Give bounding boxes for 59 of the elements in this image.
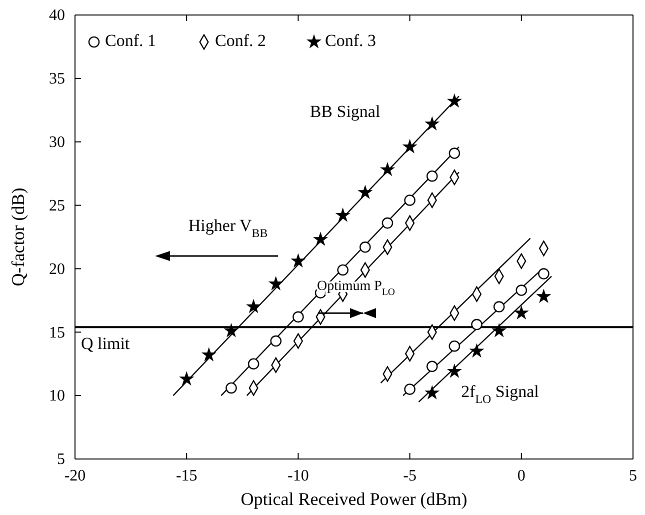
point bbox=[470, 344, 484, 357]
point bbox=[292, 311, 304, 323]
y-axis-title: Q-factor (dB) bbox=[8, 188, 28, 286]
point bbox=[270, 335, 282, 347]
point bbox=[426, 170, 438, 182]
x-tick-label: -10 bbox=[288, 467, 309, 484]
legend-label: Conf. 1 bbox=[105, 30, 156, 50]
legend-label: Conf. 3 bbox=[325, 30, 376, 50]
point bbox=[448, 94, 461, 107]
point bbox=[247, 300, 260, 312]
point bbox=[448, 364, 461, 377]
point bbox=[314, 232, 327, 245]
point bbox=[226, 382, 237, 394]
x-tick-label: 5 bbox=[629, 467, 637, 484]
x-tick-label: 0 bbox=[517, 467, 526, 484]
point bbox=[270, 277, 282, 290]
point bbox=[224, 324, 238, 336]
x-tick-label: -20 bbox=[64, 467, 86, 484]
point bbox=[404, 194, 416, 206]
annotation: BB Signal bbox=[310, 102, 380, 121]
point bbox=[404, 140, 416, 152]
point bbox=[426, 386, 438, 398]
point bbox=[448, 340, 460, 352]
point bbox=[381, 163, 394, 176]
point bbox=[382, 217, 394, 229]
legend-label: Conf. 2 bbox=[215, 30, 266, 50]
annotation: Higher V$_{BB}$ bbox=[188, 216, 268, 240]
point bbox=[358, 186, 372, 198]
point bbox=[492, 324, 506, 336]
point bbox=[538, 268, 550, 280]
point bbox=[493, 301, 505, 312]
point bbox=[404, 384, 416, 395]
point bbox=[337, 264, 348, 276]
point bbox=[515, 306, 528, 319]
point bbox=[426, 360, 438, 372]
annotation: 2f$_{LO}$ Signal bbox=[461, 382, 540, 406]
y-tick-label: 30 bbox=[49, 134, 65, 151]
x-axis-title: Optical Received Power (dBm) bbox=[240, 489, 468, 509]
x-tick-label: -15 bbox=[176, 467, 198, 484]
point bbox=[180, 372, 193, 385]
point bbox=[448, 148, 460, 159]
point bbox=[202, 348, 216, 360]
point bbox=[537, 290, 550, 302]
y-tick-label: 5 bbox=[57, 451, 65, 468]
point bbox=[336, 208, 350, 221]
point bbox=[360, 242, 371, 253]
y-tick-label: 25 bbox=[49, 197, 65, 214]
y-tick-label: 35 bbox=[49, 70, 65, 88]
y-tick-label: 10 bbox=[49, 388, 65, 405]
point bbox=[426, 118, 438, 130]
point bbox=[516, 284, 528, 296]
point bbox=[292, 254, 304, 267]
ref-line-label: Q limit bbox=[81, 334, 130, 354]
y-tick-label: 20 bbox=[49, 260, 65, 278]
point bbox=[248, 358, 260, 370]
y-tick-label: 40 bbox=[49, 7, 65, 24]
point bbox=[471, 318, 482, 330]
x-tick-label: -5 bbox=[403, 467, 416, 484]
y-tick-label: 15 bbox=[49, 324, 65, 342]
